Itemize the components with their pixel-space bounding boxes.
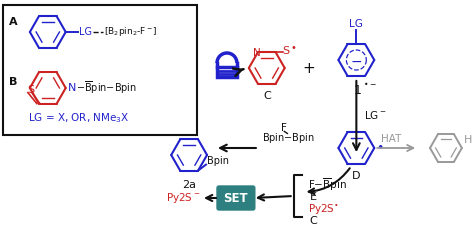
Text: F: F — [281, 123, 287, 133]
Text: LG: LG — [79, 27, 91, 37]
Text: F$-$$\overline{\mathrm{B}}$pin: F$-$$\overline{\mathrm{B}}$pin — [308, 177, 346, 193]
Text: A: A — [9, 17, 18, 27]
Text: LG = X, OR, NMe$_3$X: LG = X, OR, NMe$_3$X — [28, 111, 129, 125]
Text: $-\overline{\mathrm{B}}$pin$-$Bpin: $-\overline{\mathrm{B}}$pin$-$Bpin — [76, 80, 137, 96]
Text: HAT: HAT — [381, 134, 401, 144]
Text: D: D — [352, 171, 361, 181]
Text: C: C — [263, 91, 271, 101]
Text: S: S — [283, 46, 290, 56]
Bar — [217, 67, 237, 77]
Text: Py2S$^-$: Py2S$^-$ — [166, 191, 201, 205]
Text: LG$^-$: LG$^-$ — [365, 109, 387, 121]
Text: H: H — [464, 135, 472, 145]
Text: •: • — [291, 43, 297, 53]
Text: SET: SET — [224, 192, 248, 205]
Text: •: • — [376, 142, 383, 155]
Text: E: E — [310, 192, 317, 202]
Text: LG: LG — [349, 19, 363, 29]
Bar — [3, 5, 197, 135]
Text: Bpin: Bpin — [207, 156, 229, 166]
Text: 1: 1 — [354, 84, 361, 97]
Text: N: N — [68, 83, 76, 93]
Text: Py2S$^{\bullet}$: Py2S$^{\bullet}$ — [308, 202, 338, 216]
Text: Bpin$-$Bpin: Bpin$-$Bpin — [262, 131, 315, 145]
Text: [B$_2$pin$_2$-F$^-$]: [B$_2$pin$_2$-F$^-$] — [103, 25, 157, 38]
FancyBboxPatch shape — [217, 186, 255, 210]
Text: −: − — [351, 55, 362, 69]
Text: S: S — [27, 85, 35, 95]
Text: C: C — [310, 216, 318, 226]
Text: $^{•-}$: $^{•-}$ — [364, 82, 377, 92]
Text: 2a: 2a — [182, 180, 196, 190]
Text: N: N — [253, 49, 261, 58]
Text: +: + — [302, 61, 315, 75]
Text: B: B — [9, 77, 18, 87]
